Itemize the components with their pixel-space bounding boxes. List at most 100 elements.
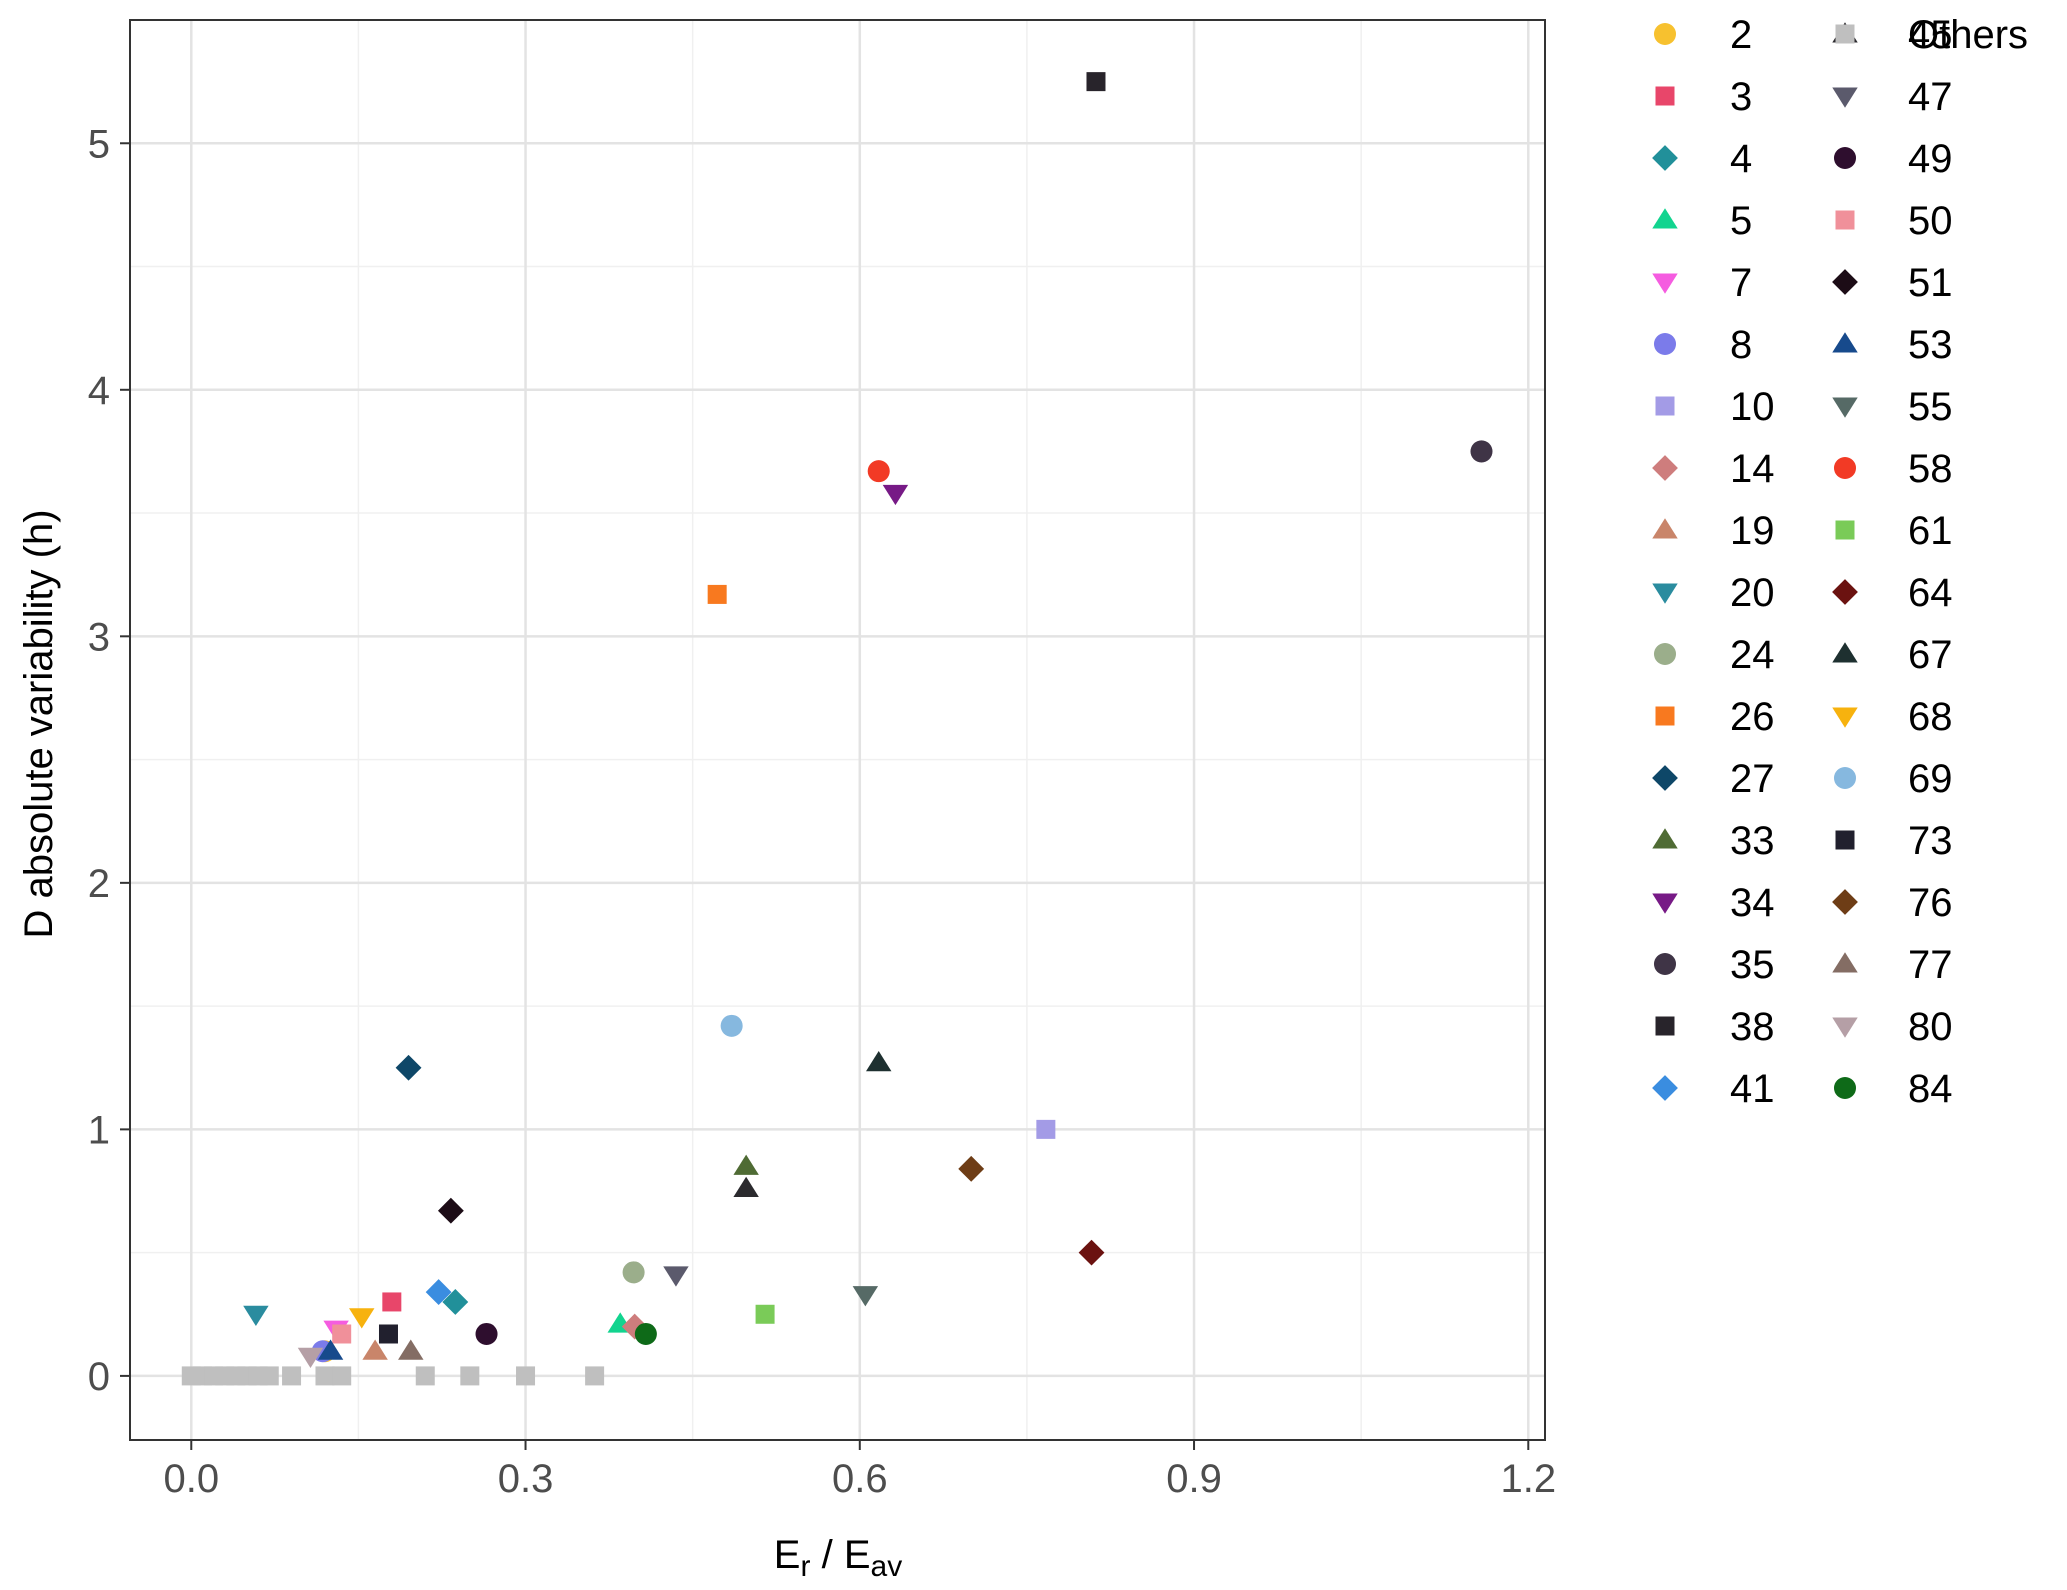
legend-item-51: 51 [1832, 261, 1953, 305]
data-point-68 [349, 1308, 375, 1329]
legend-marker-7 [1652, 273, 1678, 294]
x-axis-title-sub-av: av [871, 1550, 903, 1583]
legend-marker-64 [1832, 579, 1858, 605]
legend-marker-55 [1832, 397, 1858, 418]
data-point-others [259, 1366, 279, 1386]
data-point-26 [707, 584, 727, 604]
data-point-34 [882, 484, 909, 506]
legend-label: 58 [1908, 447, 1953, 491]
legend-marker-34 [1652, 893, 1678, 914]
legend-label: 34 [1730, 881, 1775, 925]
data-points [181, 72, 1493, 1386]
legend-item-49: 49 [1833, 137, 1953, 181]
legend-item-27: 27 [1652, 757, 1775, 801]
data-point-67 [866, 1051, 892, 1072]
legend-marker-51 [1832, 269, 1858, 295]
data-point-14 [621, 1313, 648, 1340]
data-point-64 [1078, 1239, 1105, 1266]
legend-item-10: 10 [1655, 385, 1775, 429]
plot-border [129, 19, 1546, 1441]
data-point-4 [442, 1289, 469, 1315]
legend-label: 84 [1908, 1067, 1953, 1111]
data-point-others [415, 1366, 435, 1386]
legend-item-58: 58 [1833, 447, 1953, 491]
legend-label: 68 [1908, 695, 1953, 739]
legend-marker-50 [1835, 210, 1855, 230]
data-point-10 [1036, 1119, 1056, 1139]
legend-item-76: 76 [1832, 881, 1953, 925]
legend-marker-67 [1832, 642, 1858, 663]
legend-label: 7 [1730, 261, 1752, 305]
legend-marker-47 [1832, 87, 1858, 108]
data-point-others [585, 1366, 605, 1386]
data-point-24 [622, 1261, 645, 1284]
legend-label: 67 [1908, 633, 1953, 677]
data-point-61 [755, 1304, 775, 1324]
legend-marker-27 [1652, 765, 1678, 791]
legend-marker-others [1835, 24, 1855, 44]
legend-label: 35 [1730, 943, 1775, 987]
legend-item-20: 20 [1652, 571, 1775, 615]
y-tick-label: 3 [88, 615, 110, 659]
legend-marker-76 [1832, 889, 1858, 915]
legend-item-others: Others [1835, 13, 2028, 57]
grid [130, 20, 1545, 1440]
legend-marker-4 [1652, 145, 1678, 171]
legend-marker-53 [1832, 332, 1858, 353]
data-point-49 [475, 1322, 498, 1346]
legend-item-80: 80 [1832, 1005, 1953, 1049]
legend-label: 33 [1730, 819, 1775, 863]
legend-item-68: 68 [1832, 695, 1953, 739]
data-point-80 [297, 1347, 324, 1368]
y-tick-label: 0 [88, 1355, 110, 1399]
legend-label: 76 [1908, 881, 1953, 925]
y-tick-label: 4 [88, 369, 110, 413]
legend-label: 80 [1908, 1005, 1953, 1049]
legend-marker-84 [1833, 1076, 1857, 1100]
legend-label: Others [1908, 13, 2028, 57]
legend-marker-58 [1833, 456, 1857, 480]
data-point-others [460, 1366, 480, 1386]
y-tick-label: 5 [88, 122, 110, 166]
legend-label: 10 [1730, 385, 1775, 429]
legend-item-34: 34 [1652, 881, 1775, 925]
legend-marker-3 [1655, 86, 1675, 106]
legend-marker-33 [1652, 828, 1678, 849]
legend-label: 20 [1730, 571, 1775, 615]
legend-marker-20 [1652, 583, 1678, 604]
legend-item-77: 77 [1832, 943, 1953, 987]
legend-label: 64 [1908, 571, 1953, 615]
legend-label: 14 [1730, 447, 1775, 491]
legend-marker-35 [1653, 952, 1677, 976]
legend-marker-14 [1652, 455, 1678, 481]
legend-marker-38 [1655, 1016, 1675, 1036]
legend-item-33: 33 [1652, 819, 1775, 863]
legend-label: 77 [1908, 943, 1953, 987]
legend-label: 53 [1908, 323, 1953, 367]
x-axis-title-sep: / E [810, 1533, 870, 1577]
data-point-58 [867, 460, 890, 483]
legend-item-41: 41 [1652, 1067, 1775, 1111]
data-point-others [516, 1366, 536, 1386]
legend-marker-69 [1833, 766, 1857, 790]
data-point-55 [852, 1286, 879, 1307]
legend-label: 3 [1730, 75, 1752, 119]
x-tick-label: 0.9 [1166, 1457, 1222, 1501]
x-axis-title-sub-r: r [800, 1550, 810, 1583]
legend-item-84: 84 [1833, 1067, 1953, 1111]
y-axis-title: D absolute variability (h) [17, 509, 61, 938]
data-point-77 [398, 1339, 424, 1360]
legend-label: 73 [1908, 819, 1953, 863]
x-axis-title: Er / Eav [774, 1533, 902, 1583]
legend-label: 50 [1908, 199, 1953, 243]
data-point-47 [663, 1266, 689, 1287]
legend: 2345781014192024262733343538414547495051… [1652, 13, 2028, 1111]
legend-marker-5 [1652, 208, 1678, 229]
legend-item-26: 26 [1655, 695, 1775, 739]
legend-label: 47 [1908, 75, 1953, 119]
legend-item-7: 7 [1652, 261, 1752, 305]
legend-item-73: 73 [1835, 819, 1953, 863]
legend-marker-19 [1652, 518, 1678, 539]
legend-item-69: 69 [1833, 757, 1953, 801]
